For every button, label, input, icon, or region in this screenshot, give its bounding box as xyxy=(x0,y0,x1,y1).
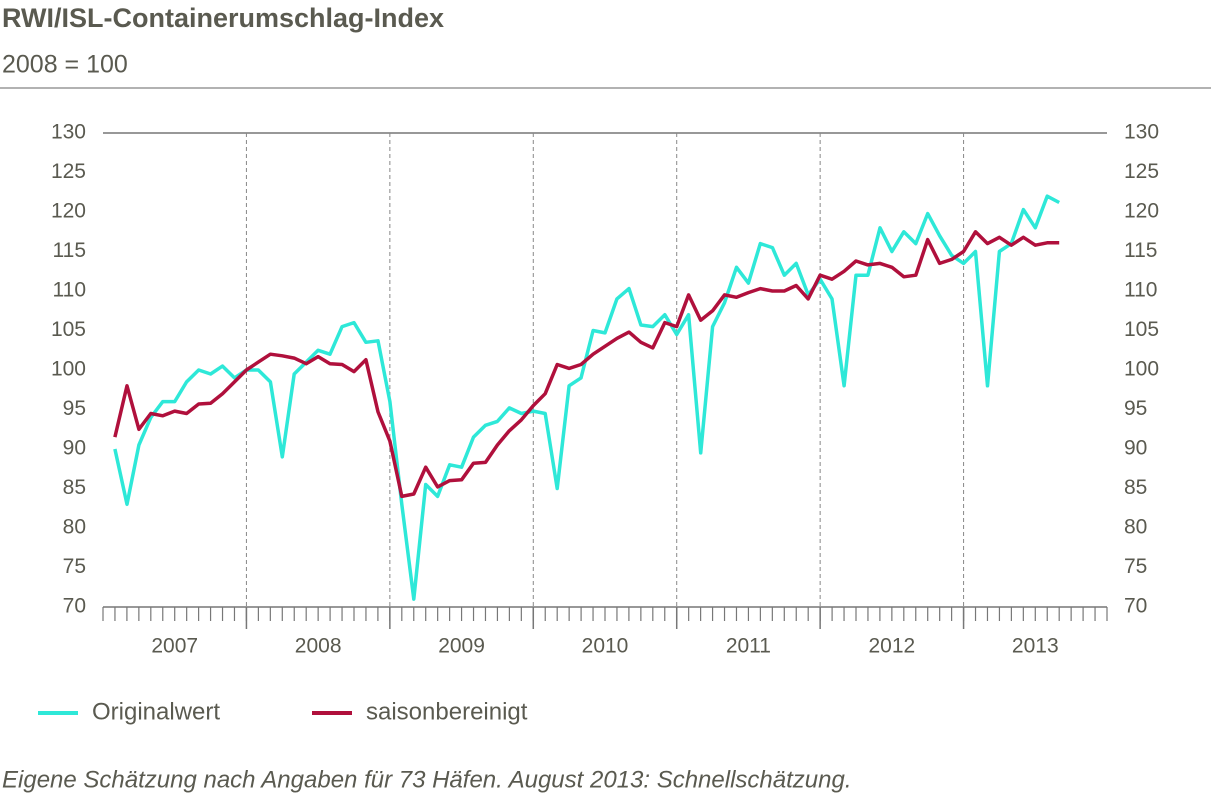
x-tick-label: 2007 xyxy=(151,635,198,658)
y-tick-label: 125 xyxy=(51,160,86,183)
series-line xyxy=(113,230,1060,499)
chart-title: RWI/ISL-Containerumschlag-Index xyxy=(2,3,444,33)
y-tick-label: 70 xyxy=(63,595,86,618)
chart-subtitle: 2008 = 100 xyxy=(2,51,128,79)
y2-tick-label: 110 xyxy=(1124,279,1157,302)
x-tick-label: 2013 xyxy=(1012,635,1059,658)
y2-tick-label: 105 xyxy=(1124,318,1159,341)
y2-tick-label: 95 xyxy=(1124,397,1147,420)
legend-label: Originalwert xyxy=(92,698,220,725)
y-tick-label: 130 xyxy=(51,121,86,144)
y-tick-label: 75 xyxy=(63,555,86,578)
y2-tick-label: 75 xyxy=(1124,555,1147,578)
y2-tick-label: 85 xyxy=(1124,476,1147,499)
y2-tick-label: 90 xyxy=(1124,437,1147,460)
y-tick-label: 80 xyxy=(63,516,86,539)
y2-tick-label: 125 xyxy=(1124,160,1159,183)
x-tick-label: 2008 xyxy=(295,635,342,658)
series-line xyxy=(113,194,1061,601)
y-tick-label: 90 xyxy=(63,437,86,460)
y-tick-label: 85 xyxy=(63,476,86,499)
y-tick-label: 105 xyxy=(51,318,86,341)
x-tick-label: 2012 xyxy=(868,635,915,658)
x-tick-label: 2010 xyxy=(582,635,629,658)
x-tick-label: 2009 xyxy=(438,635,485,658)
y2-tick-label: 80 xyxy=(1124,516,1147,539)
y2-tick-label: 70 xyxy=(1124,595,1147,618)
y-tick-label: 115 xyxy=(53,239,86,262)
x-tick-label: 2011 xyxy=(726,635,771,658)
y2-tick-label: 120 xyxy=(1124,200,1159,223)
footnote: Eigene Schätzung nach Angaben für 73 Häf… xyxy=(2,766,852,793)
y-tick-label: 110 xyxy=(53,279,86,302)
y2-tick-label: 115 xyxy=(1124,239,1157,262)
y-tick-label: 95 xyxy=(63,397,86,420)
y-tick-label: 120 xyxy=(51,200,86,223)
legend-label: saisonbereinigt xyxy=(366,698,528,725)
y2-tick-label: 100 xyxy=(1124,358,1159,381)
y2-tick-label: 130 xyxy=(1124,121,1159,144)
y-tick-label: 100 xyxy=(51,358,86,381)
